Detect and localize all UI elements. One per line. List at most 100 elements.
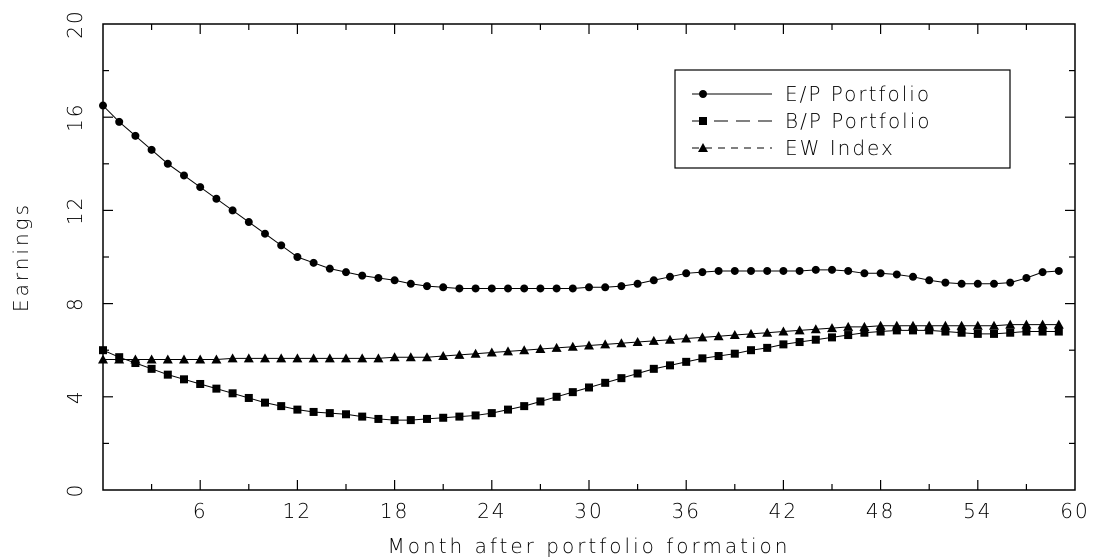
x-tick-label: 48 (866, 499, 895, 523)
data-point (940, 320, 951, 330)
data-point (162, 354, 173, 364)
x-tick-label: 30 (574, 499, 603, 523)
data-point (504, 284, 512, 293)
data-point (666, 272, 674, 281)
data-point (406, 416, 415, 425)
data-point (585, 383, 593, 392)
data-point (535, 344, 546, 354)
data-point (358, 271, 367, 280)
data-point (487, 409, 496, 418)
data-point (455, 412, 464, 421)
x-axis-label: Month after portfolio formation (388, 534, 791, 558)
y-tick-label: 0 (63, 483, 87, 498)
data-point (973, 279, 982, 288)
data-point (600, 339, 611, 349)
data-point (891, 320, 902, 330)
data-point (277, 241, 286, 250)
data-point (778, 326, 789, 336)
data-point (196, 183, 205, 192)
data-point (681, 333, 692, 343)
data-point (909, 326, 917, 335)
data-point (422, 352, 432, 362)
data-point (1054, 327, 1063, 336)
data-point (601, 378, 610, 387)
data-point (633, 369, 642, 378)
data-point (163, 159, 172, 168)
data-point (747, 346, 755, 355)
y-tick-label: 8 (63, 296, 87, 311)
data-point (795, 266, 804, 275)
data-point (536, 397, 545, 406)
data-point (520, 284, 529, 293)
data-point (876, 269, 885, 278)
data-point (260, 353, 270, 363)
data-point (649, 364, 658, 373)
data-point (616, 338, 627, 348)
data-point (941, 327, 950, 336)
data-point (811, 265, 820, 274)
series-layer (98, 101, 1064, 425)
data-point (163, 370, 172, 379)
data-point (405, 352, 416, 362)
series-line (102, 329, 1059, 421)
data-point (147, 145, 156, 154)
data-point (276, 353, 287, 363)
data-point (536, 284, 545, 293)
data-point (374, 273, 383, 282)
x-tick-label: 42 (769, 499, 798, 523)
data-point (941, 278, 950, 287)
data-point (131, 131, 140, 140)
data-point (487, 284, 496, 293)
data-point (325, 409, 334, 418)
data-point (989, 320, 999, 330)
data-point (892, 270, 901, 279)
data-point (293, 405, 302, 414)
data-point (1022, 327, 1031, 336)
data-point (146, 354, 157, 364)
data-point (649, 276, 658, 285)
data-point (665, 334, 675, 344)
x-tick-label: 36 (671, 499, 700, 523)
data-point (455, 284, 464, 293)
data-point (439, 413, 448, 422)
data-point (390, 276, 399, 285)
data-point (584, 340, 594, 350)
data-point (875, 320, 886, 330)
data-point (617, 282, 626, 291)
y-tick-label: 20 (63, 9, 87, 38)
data-point (859, 321, 870, 331)
data-point (713, 331, 724, 341)
data-point (114, 354, 125, 364)
data-point (729, 330, 740, 340)
data-point (762, 327, 773, 337)
data-point (698, 268, 707, 277)
data-point (324, 353, 335, 363)
x-tick-label: 24 (477, 499, 506, 523)
data-point (585, 283, 593, 292)
data-point (714, 352, 723, 361)
data-point (261, 398, 269, 407)
data-point (99, 101, 107, 110)
data-point (1006, 278, 1015, 287)
data-point (293, 253, 302, 261)
data-point (763, 343, 772, 352)
data-point (309, 407, 318, 416)
data-point (471, 411, 480, 420)
data-point (794, 325, 805, 335)
legend: E/P Portfolio B/P Portfolio EW Index (674, 69, 1011, 169)
data-point (828, 265, 836, 274)
data-point (810, 324, 821, 334)
data-point (342, 268, 350, 277)
data-point (406, 279, 415, 288)
data-point (439, 283, 448, 292)
data-point (746, 328, 756, 338)
data-point (844, 331, 853, 340)
data-point (454, 349, 465, 359)
legend-item: E/P Portfolio (692, 82, 929, 106)
data-point (180, 171, 188, 180)
data-point (503, 346, 513, 356)
data-point (779, 340, 788, 349)
data-point (244, 393, 253, 402)
data-point (843, 321, 854, 331)
data-point (990, 279, 998, 288)
